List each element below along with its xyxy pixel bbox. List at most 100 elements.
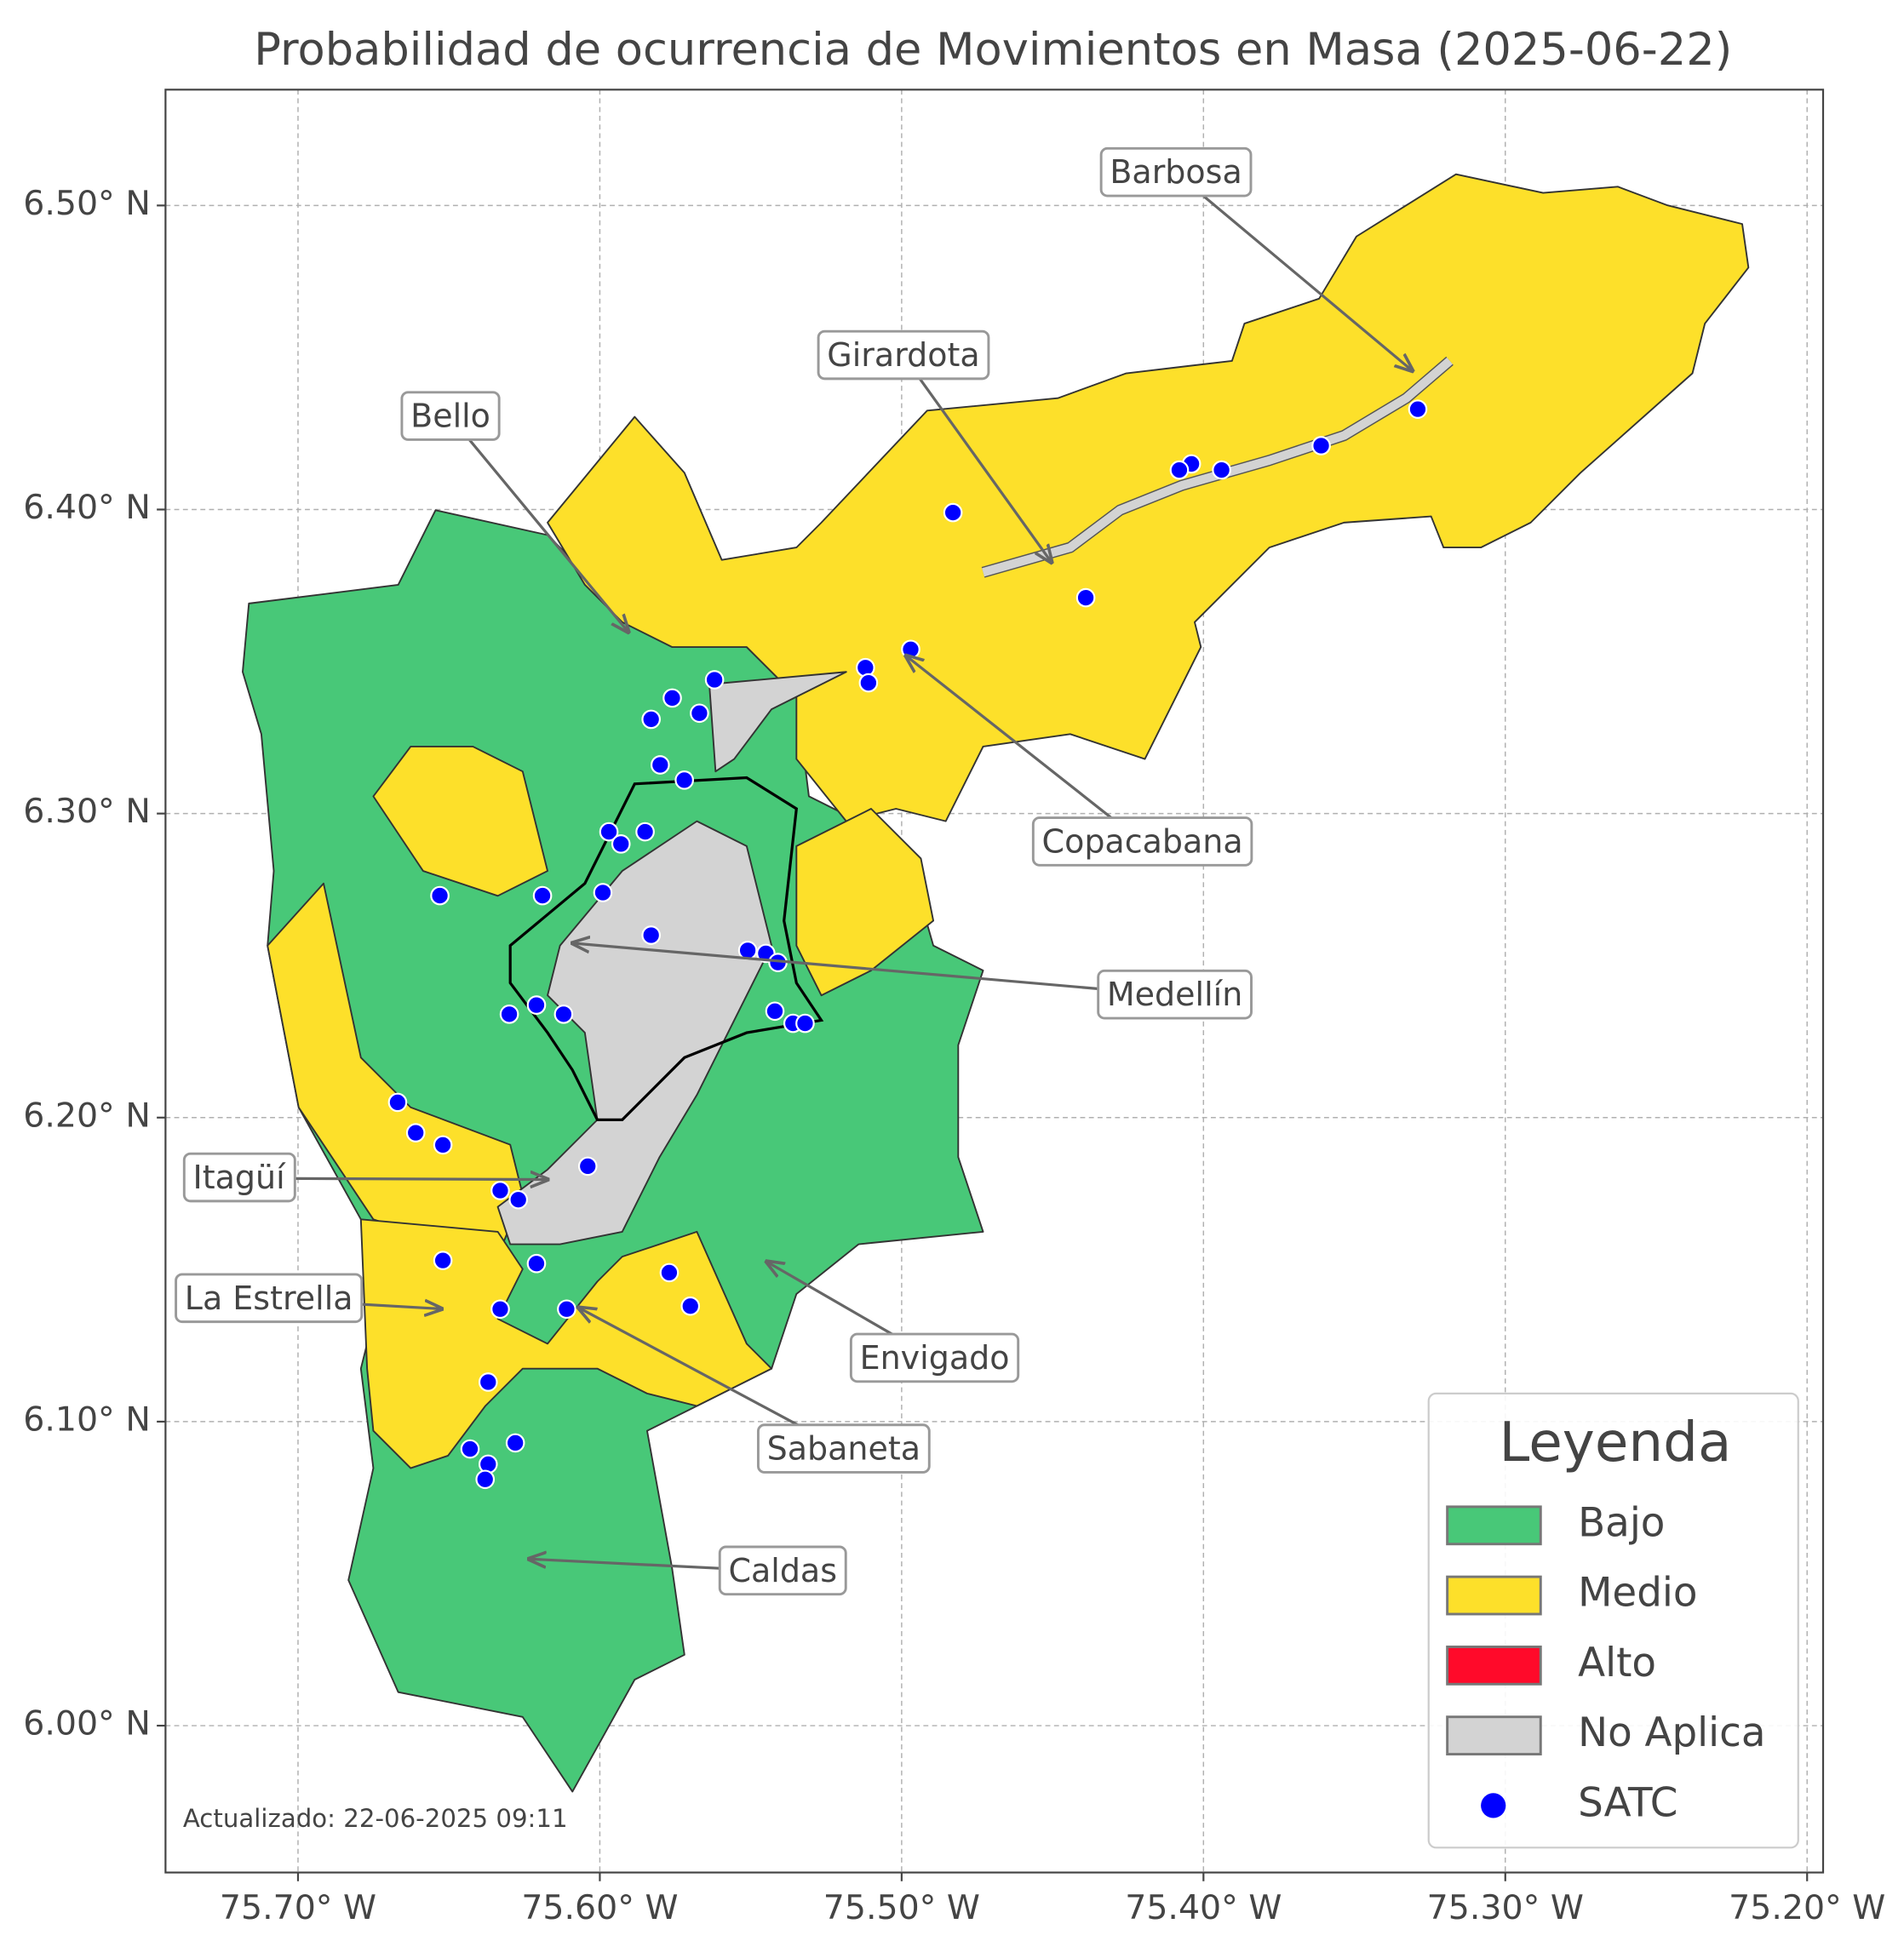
annotation-label: Bello bbox=[410, 398, 490, 435]
satc-station bbox=[1408, 399, 1428, 419]
satc-station bbox=[674, 770, 694, 790]
satc-station bbox=[1169, 460, 1190, 480]
annotation-label: Medellín bbox=[1107, 976, 1242, 1013]
satc-station bbox=[490, 1299, 510, 1320]
y-tick-label: 6.20° N bbox=[23, 1096, 151, 1135]
x-tick-label: 75.20° W bbox=[1729, 1888, 1885, 1927]
x-tick-label: 75.40° W bbox=[1125, 1888, 1282, 1927]
satc-station bbox=[795, 1013, 815, 1033]
satc-station bbox=[387, 1092, 408, 1113]
y-tick-label: 6.30° N bbox=[23, 792, 151, 831]
map-title: Probabilidad de ocurrencia de Movimiento… bbox=[254, 24, 1732, 76]
x-tick-label: 75.30° W bbox=[1427, 1888, 1584, 1927]
satc-station bbox=[1212, 460, 1231, 480]
region-urban-north bbox=[708, 671, 847, 773]
satc-station bbox=[490, 1181, 510, 1200]
annotation-label: Barbosa bbox=[1110, 153, 1242, 191]
satc-station bbox=[405, 1123, 426, 1142]
legend-swatch bbox=[1446, 1505, 1542, 1546]
satc-station bbox=[1311, 436, 1331, 455]
annotation-box bbox=[1097, 969, 1253, 1020]
map-frame bbox=[164, 89, 1825, 1874]
satc-station bbox=[662, 688, 682, 708]
annotation-arrow bbox=[1175, 171, 1413, 370]
satc-station bbox=[641, 925, 662, 945]
satc-station bbox=[611, 834, 631, 854]
region-urban bbox=[496, 820, 773, 1245]
annotation-label: Envigado bbox=[860, 1339, 1010, 1377]
stations bbox=[387, 399, 1428, 1490]
region-medio-northwest bbox=[372, 745, 548, 897]
satc-station bbox=[577, 1156, 598, 1177]
satc-station bbox=[430, 885, 450, 906]
legend-swatch bbox=[1446, 1645, 1542, 1686]
annotations: Barbosa Girardota Bello Copacabana Medellín I… bbox=[175, 146, 1413, 1596]
satc-station bbox=[635, 822, 655, 842]
satc-station bbox=[433, 1251, 453, 1270]
annotation-label: Girardota bbox=[827, 336, 979, 374]
legend-marker bbox=[1481, 1793, 1506, 1818]
satc-station bbox=[499, 1005, 519, 1024]
annotation-box bbox=[1031, 816, 1253, 867]
satc-station bbox=[553, 1005, 574, 1024]
satc-station bbox=[599, 822, 619, 842]
satc-station bbox=[858, 673, 879, 693]
satc-station bbox=[478, 1372, 498, 1392]
satc-station bbox=[943, 502, 963, 523]
legend: Leyenda Bajo Medio Alto No Aplica SATC bbox=[1427, 1392, 1799, 1849]
x-tick-label: 75.60° W bbox=[521, 1888, 678, 1927]
legend-label: Medio bbox=[1578, 1571, 1697, 1617]
satc-station bbox=[901, 639, 920, 660]
x-tick-label: 75.50° W bbox=[823, 1888, 980, 1927]
annotation-label: Copacabana bbox=[1042, 822, 1243, 860]
satc-station bbox=[433, 1135, 453, 1155]
municipalities bbox=[242, 173, 1750, 1793]
satc-station bbox=[690, 703, 709, 724]
annotation-box bbox=[400, 391, 501, 441]
x-tick-label: 75.70° W bbox=[220, 1888, 376, 1927]
annotation-arrow bbox=[902, 355, 1052, 563]
y-tick-label: 6.10° N bbox=[23, 1400, 151, 1439]
satc-station bbox=[1075, 587, 1096, 608]
satc-station bbox=[680, 1296, 701, 1316]
annotation-box bbox=[849, 1332, 1020, 1383]
satc-station bbox=[508, 1189, 529, 1210]
annotation-arrow bbox=[449, 415, 628, 633]
annotation-label: La Estrella bbox=[185, 1280, 353, 1317]
annotation-box bbox=[718, 1545, 847, 1596]
annotation-arrow bbox=[572, 943, 1175, 997]
satc-station bbox=[765, 1001, 785, 1022]
satc-station bbox=[532, 885, 553, 906]
annotation-box bbox=[756, 1423, 931, 1474]
annotation-box bbox=[182, 1152, 296, 1203]
annotation-arrow bbox=[906, 656, 1144, 844]
annotation-box bbox=[1099, 146, 1253, 198]
satc-station bbox=[526, 995, 547, 1015]
satc-station bbox=[505, 1433, 525, 1453]
legend-swatch bbox=[1446, 1575, 1542, 1616]
legend-swatch bbox=[1446, 1715, 1542, 1756]
legend-label: Bajo bbox=[1578, 1500, 1665, 1546]
region-medio-east bbox=[795, 808, 935, 997]
satc-station bbox=[659, 1263, 680, 1283]
satc-station bbox=[475, 1469, 496, 1490]
annotation-label: Itagüí bbox=[193, 1159, 287, 1196]
satc-station bbox=[650, 755, 670, 775]
annotation-box bbox=[817, 329, 990, 381]
legend-label: SATC bbox=[1578, 1780, 1677, 1826]
y-tick-label: 6.40° N bbox=[23, 488, 151, 527]
y-tick-label: 6.50° N bbox=[23, 184, 151, 223]
satc-station bbox=[641, 709, 662, 730]
satc-station bbox=[557, 1299, 576, 1320]
satc-station bbox=[593, 883, 613, 902]
satc-station bbox=[460, 1439, 480, 1459]
legend-label: No Aplica bbox=[1578, 1710, 1765, 1756]
satc-station bbox=[526, 1253, 547, 1274]
satc-station bbox=[704, 670, 725, 690]
footer: Actualizado: 22-06-2025 09:11 bbox=[183, 1804, 568, 1833]
y-tick-label: 6.00° N bbox=[23, 1704, 151, 1743]
annotation-label: Sabaneta bbox=[767, 1430, 920, 1468]
annotation-label: Caldas bbox=[728, 1552, 837, 1589]
legend-label: Alto bbox=[1578, 1640, 1656, 1686]
